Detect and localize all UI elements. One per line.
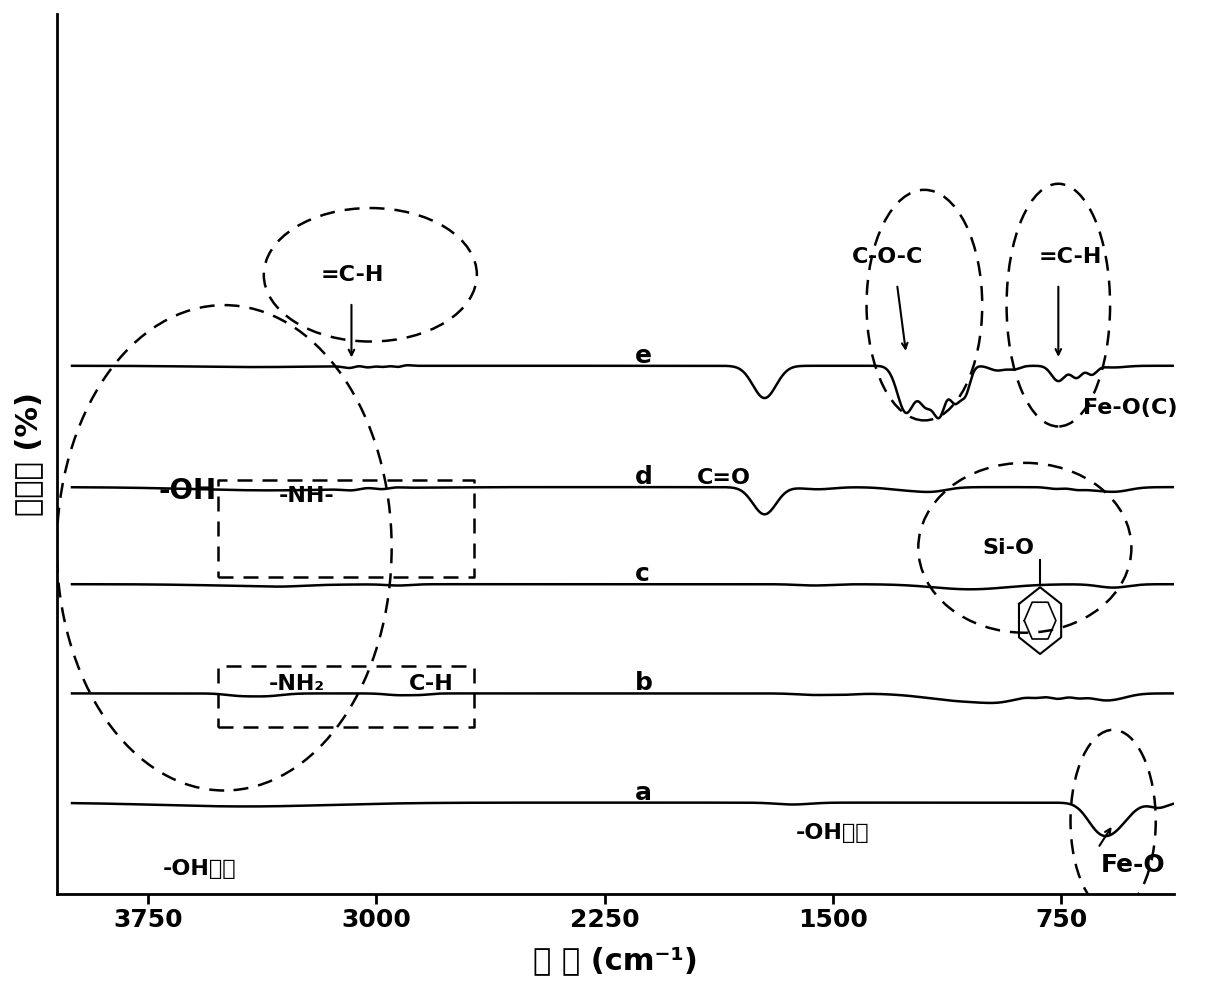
Text: -OH伸缩: -OH伸缩 xyxy=(163,859,236,879)
Text: -NH-: -NH- xyxy=(279,487,335,506)
X-axis label: 波 数 (cm⁻¹): 波 数 (cm⁻¹) xyxy=(533,946,698,975)
Text: =C-H: =C-H xyxy=(1038,246,1102,267)
Text: d: d xyxy=(636,465,654,490)
Text: c: c xyxy=(636,562,650,586)
Text: -OH弯曲: -OH弯曲 xyxy=(796,823,870,843)
Text: C-H: C-H xyxy=(409,674,453,694)
Text: -NH₂: -NH₂ xyxy=(269,674,326,694)
Y-axis label: 透光率 (%): 透光率 (%) xyxy=(14,392,43,516)
Text: -OH: -OH xyxy=(159,478,217,505)
Text: =C-H: =C-H xyxy=(321,265,384,285)
Text: a: a xyxy=(636,780,652,805)
Text: b: b xyxy=(636,672,654,695)
Text: e: e xyxy=(636,344,652,368)
Text: Fe-O(C): Fe-O(C) xyxy=(1083,399,1177,418)
Text: Si-O: Si-O xyxy=(982,538,1035,558)
Text: Fe-O: Fe-O xyxy=(1101,854,1165,877)
Text: C=O: C=O xyxy=(697,468,750,489)
Text: C-O-C: C-O-C xyxy=(853,246,924,267)
